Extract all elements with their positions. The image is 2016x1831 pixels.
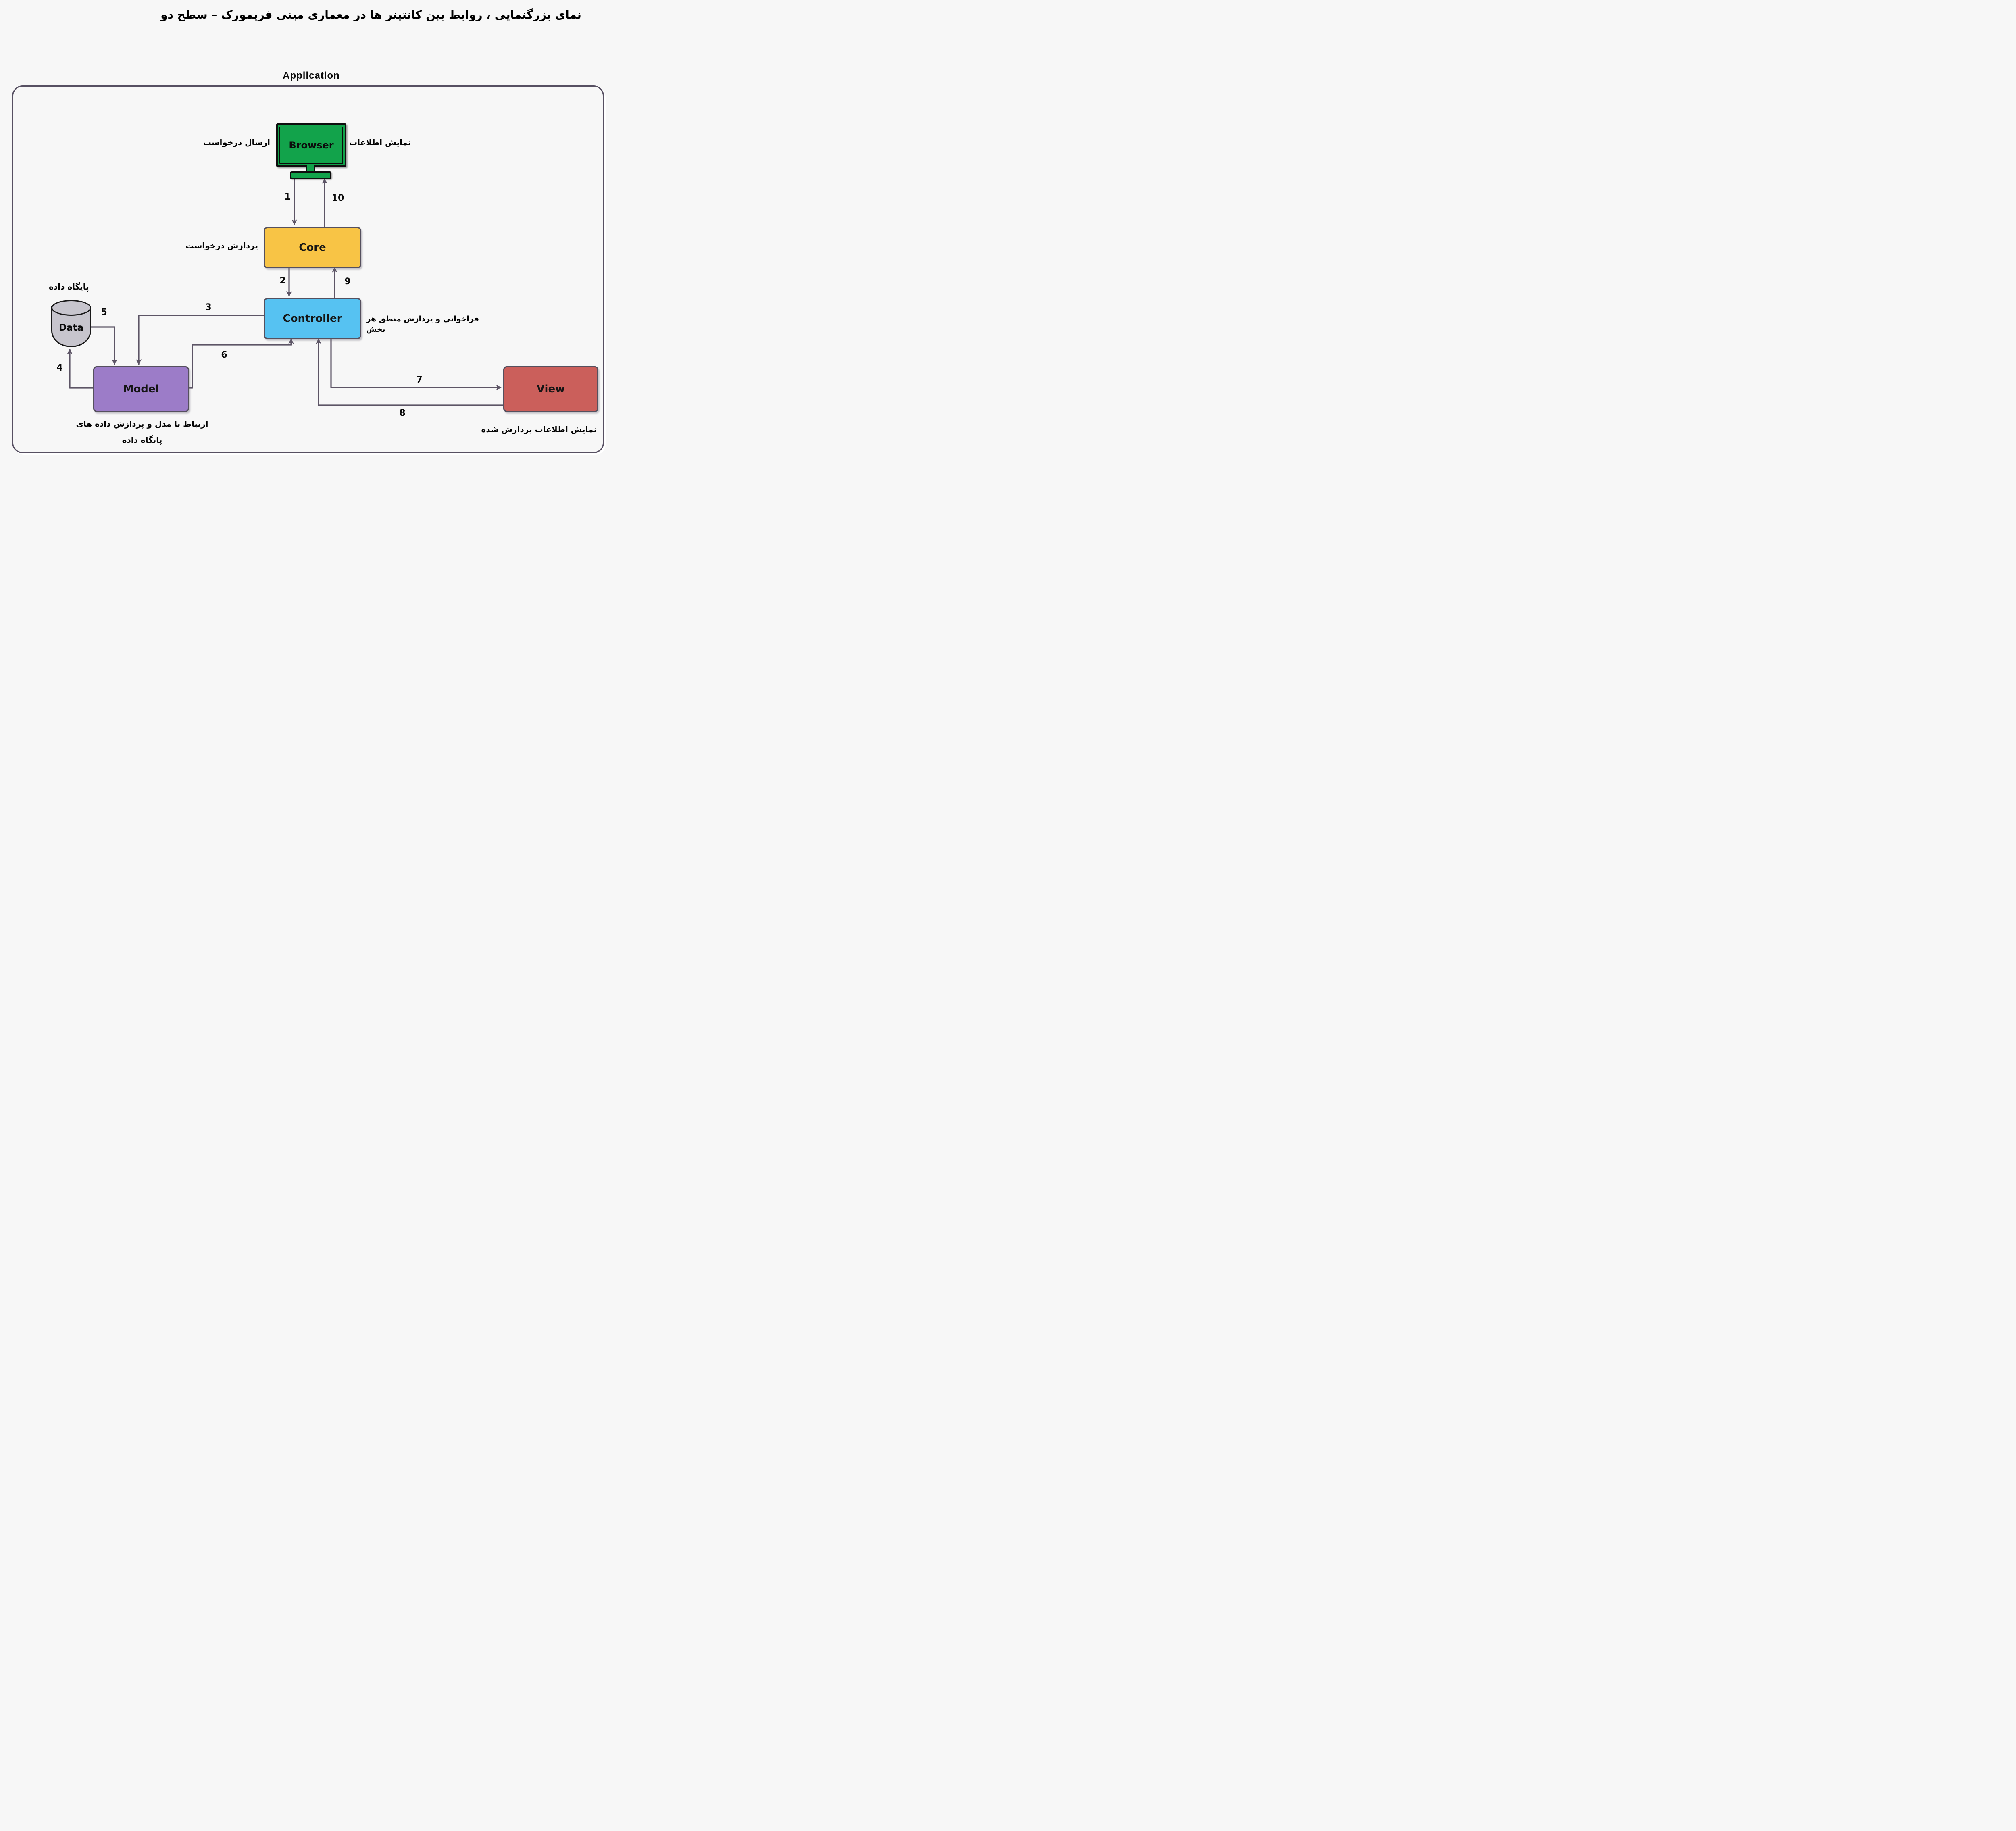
annotation-display-info: نمایش اطلاعات <box>349 137 411 147</box>
annotation-model-caption-2: پایگاه داده <box>122 435 162 445</box>
core-node: Core <box>264 227 361 268</box>
flow-number-5: 5 <box>101 307 107 317</box>
flow-number-6: 6 <box>221 350 227 360</box>
annotation-database: پایگاه داده <box>49 282 89 292</box>
browser-node: Browser <box>276 123 346 167</box>
flow-number-1: 1 <box>284 192 291 202</box>
flow-number-4: 4 <box>56 363 63 373</box>
diagram-page: نمای بزرگنمایی ، روابط بین کانتینر ها در… <box>0 0 614 458</box>
browser-screen <box>279 127 343 164</box>
monitor-stand-base <box>290 171 331 179</box>
diagram-title: نمای بزرگنمایی ، روابط بین کانتینر ها در… <box>160 8 581 21</box>
data-label: Data <box>58 323 84 333</box>
model-node: Model <box>93 366 189 412</box>
annotation-send-request: ارسال درخواست <box>203 137 270 147</box>
view-node: View <box>503 366 598 412</box>
flow-number-10: 10 <box>331 193 344 203</box>
flow-number-8: 8 <box>399 408 406 418</box>
flow-number-2: 2 <box>279 276 286 286</box>
flow-number-9: 9 <box>344 277 351 287</box>
annotation-controller-logic: فراخوانی و پردازش منطق هر بخش <box>366 315 479 334</box>
browser-label: Browser <box>289 140 334 151</box>
annotation-view-caption: نمایش اطلاعات پردازش شده <box>481 425 597 434</box>
flow-number-7: 7 <box>416 375 423 385</box>
flow-number-3: 3 <box>205 302 212 312</box>
controller-node: Controller <box>264 298 361 339</box>
annotation-model-caption-1: ارتباط با مدل و پردازش داده های <box>76 419 208 429</box>
database-cylinder-top <box>51 300 91 316</box>
application-label: Application <box>283 70 340 81</box>
annotation-process-request: پردازش درخواست <box>185 241 258 250</box>
